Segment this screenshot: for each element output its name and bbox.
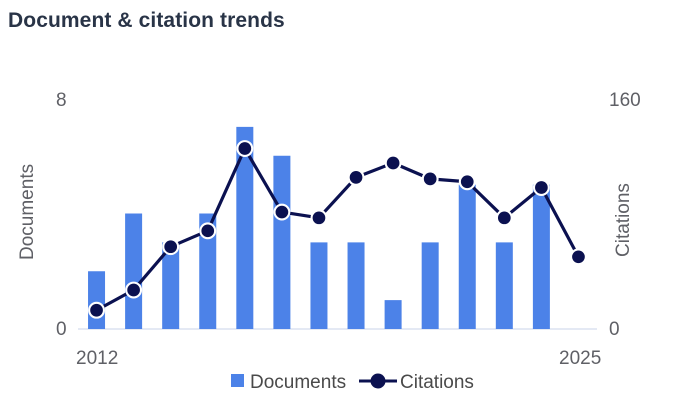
svg-text:Documents: Documents <box>17 164 38 260</box>
svg-text:Citations: Citations <box>613 183 634 257</box>
svg-text:2025: 2025 <box>559 348 601 369</box>
svg-text:2012: 2012 <box>76 348 118 369</box>
svg-text:160: 160 <box>609 90 641 111</box>
svg-text:8: 8 <box>56 90 67 111</box>
svg-text:Documents: Documents <box>250 372 346 393</box>
svg-text:Citations: Citations <box>400 372 474 393</box>
svg-text:0: 0 <box>609 319 620 340</box>
svg-text:0: 0 <box>56 319 67 340</box>
